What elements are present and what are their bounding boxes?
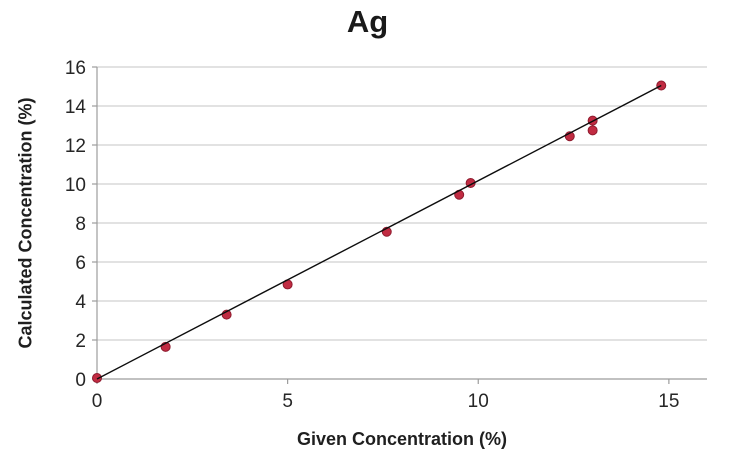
y-tick-label: 6 <box>75 253 86 274</box>
trend-line <box>96 84 662 380</box>
x-tick-label: 0 <box>92 391 103 412</box>
x-tick-label: 5 <box>282 391 293 412</box>
y-tick-label: 12 <box>65 136 86 157</box>
y-tick-label: 2 <box>75 331 86 352</box>
chart-title: Ag <box>346 4 389 39</box>
y-tick-label: 4 <box>75 292 86 313</box>
y-tick-label: 10 <box>65 175 86 196</box>
y-tick-label: 14 <box>65 97 87 118</box>
data-point-marker <box>587 125 598 136</box>
y-tick-label: 16 <box>65 58 86 79</box>
x-tick-label: 15 <box>658 391 679 412</box>
y-tick-label: 8 <box>75 214 86 235</box>
y-tick-label: 0 <box>75 370 86 391</box>
x-axis-title: Given Concentration (%) <box>296 429 507 449</box>
data-point-marker <box>92 373 102 384</box>
x-tick-label: 10 <box>468 391 489 412</box>
